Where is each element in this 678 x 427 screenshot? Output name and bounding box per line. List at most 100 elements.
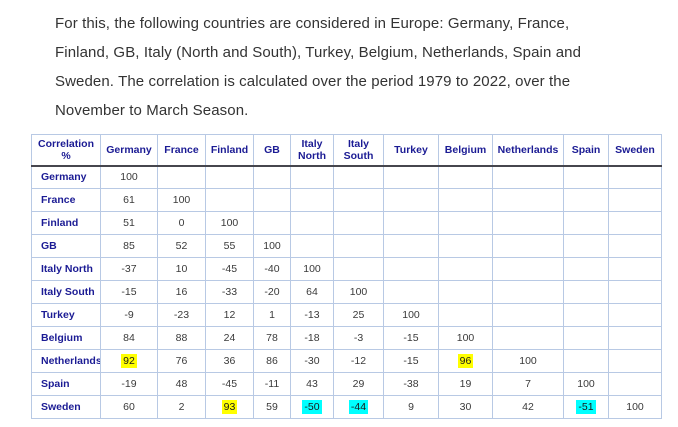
- value-cell: 24: [205, 326, 254, 350]
- column-header-cell: France: [157, 134, 206, 167]
- row-label-cell: France: [31, 188, 101, 212]
- value-cell: 92: [100, 349, 158, 373]
- value-cell: 48: [157, 372, 206, 396]
- empty-cell: [333, 188, 384, 212]
- intro-line: Finland, GB, Italy (North and South), Tu…: [55, 44, 582, 61]
- empty-cell: [383, 211, 439, 235]
- table-row: Netherlands 92 76 36 86 -30 -12 -15 96 100: [31, 349, 662, 373]
- value-cell: 61: [100, 188, 158, 212]
- empty-cell: [563, 303, 609, 327]
- value-cell: 100: [100, 165, 158, 189]
- empty-cell: [383, 280, 439, 304]
- empty-cell: [492, 303, 564, 327]
- column-header-cell: Netherlands: [492, 134, 564, 167]
- empty-cell: [563, 326, 609, 350]
- value-cell: 85: [100, 234, 158, 258]
- empty-cell: [608, 165, 662, 189]
- empty-cell: [608, 372, 662, 396]
- row-label-cell: Italy South: [31, 280, 101, 304]
- empty-cell: [157, 165, 206, 189]
- empty-cell: [290, 165, 334, 189]
- table-row: Italy South -15 16 -33 -20 64 100: [31, 280, 662, 304]
- empty-cell: [438, 257, 493, 281]
- header-row: Correlation % Germany France Finland GB Italy…: [31, 134, 662, 167]
- value-cell: -23: [157, 303, 206, 327]
- table-row: Germany 100: [31, 165, 662, 189]
- value-cell: 7: [492, 372, 564, 396]
- empty-cell: [608, 349, 662, 373]
- value-cell: 59: [253, 395, 291, 419]
- empty-cell: [563, 349, 609, 373]
- empty-cell: [492, 234, 564, 258]
- table-body: Germany 100 France 61 100 Finland 51 0 100 GB 85 52…: [31, 165, 662, 419]
- empty-cell: [333, 165, 384, 189]
- value-cell: 64: [290, 280, 334, 304]
- empty-cell: [563, 211, 609, 235]
- value-cell: 30: [438, 395, 493, 419]
- column-header-cell: Sweden: [608, 134, 662, 167]
- value-cell: -45: [205, 372, 254, 396]
- intro-line: For this, the following countries are co…: [55, 15, 570, 32]
- value-cell: -44: [333, 395, 384, 419]
- value-cell: 19: [438, 372, 493, 396]
- empty-cell: [438, 165, 493, 189]
- table-row: GB 85 52 55 100: [31, 234, 662, 258]
- empty-cell: [492, 211, 564, 235]
- empty-cell: [563, 188, 609, 212]
- empty-cell: [383, 234, 439, 258]
- table-row: Finland 51 0 100: [31, 211, 662, 235]
- table-header: Correlation % Germany France Finland GB Italy…: [31, 134, 662, 167]
- row-label-cell: GB: [31, 234, 101, 258]
- column-header-cell: Finland: [205, 134, 254, 167]
- value-cell: -3: [333, 326, 384, 350]
- highlighted-value: -44: [348, 400, 369, 414]
- intro-line: November to March Season.: [55, 102, 249, 119]
- empty-cell: [253, 165, 291, 189]
- value-cell: 42: [492, 395, 564, 419]
- empty-cell: [608, 303, 662, 327]
- row-label-cell: Turkey: [31, 303, 101, 327]
- empty-cell: [492, 280, 564, 304]
- row-label-cell: Sweden: [31, 395, 101, 419]
- empty-cell: [608, 211, 662, 235]
- empty-cell: [333, 211, 384, 235]
- empty-cell: [563, 280, 609, 304]
- row-label-cell: Finland: [31, 211, 101, 235]
- value-cell: 2: [157, 395, 206, 419]
- value-cell: 12: [205, 303, 254, 327]
- empty-cell: [253, 188, 291, 212]
- value-cell: 100: [290, 257, 334, 281]
- row-label-cell: Germany: [31, 165, 101, 189]
- value-cell: 96: [438, 349, 493, 373]
- column-header-cell: Spain: [563, 134, 609, 167]
- empty-cell: [205, 165, 254, 189]
- empty-cell: [608, 257, 662, 281]
- empty-cell: [492, 257, 564, 281]
- table-row: Spain -19 48 -45 -11 43 29 -38 19 7 100: [31, 372, 662, 396]
- value-cell: -15: [100, 280, 158, 304]
- value-cell: 43: [290, 372, 334, 396]
- value-cell: -45: [205, 257, 254, 281]
- value-cell: -11: [253, 372, 291, 396]
- value-cell: -15: [383, 349, 439, 373]
- empty-cell: [333, 234, 384, 258]
- value-cell: 100: [333, 280, 384, 304]
- value-cell: -37: [100, 257, 158, 281]
- empty-cell: [608, 326, 662, 350]
- value-cell: 100: [492, 349, 564, 373]
- empty-cell: [253, 211, 291, 235]
- empty-cell: [383, 165, 439, 189]
- value-cell: 10: [157, 257, 206, 281]
- value-cell: -51: [563, 395, 609, 419]
- empty-cell: [608, 280, 662, 304]
- empty-cell: [563, 234, 609, 258]
- column-header-cell: Germany: [100, 134, 158, 167]
- empty-cell: [438, 188, 493, 212]
- highlighted-value: -50: [302, 400, 322, 414]
- column-header-cell: GB: [253, 134, 291, 167]
- value-cell: 25: [333, 303, 384, 327]
- intro-line: Sweden. The correlation is calculated ov…: [55, 73, 571, 90]
- highlighted-value: 93: [221, 400, 238, 414]
- row-label-cell: Italy North: [31, 257, 101, 281]
- value-cell: 88: [157, 326, 206, 350]
